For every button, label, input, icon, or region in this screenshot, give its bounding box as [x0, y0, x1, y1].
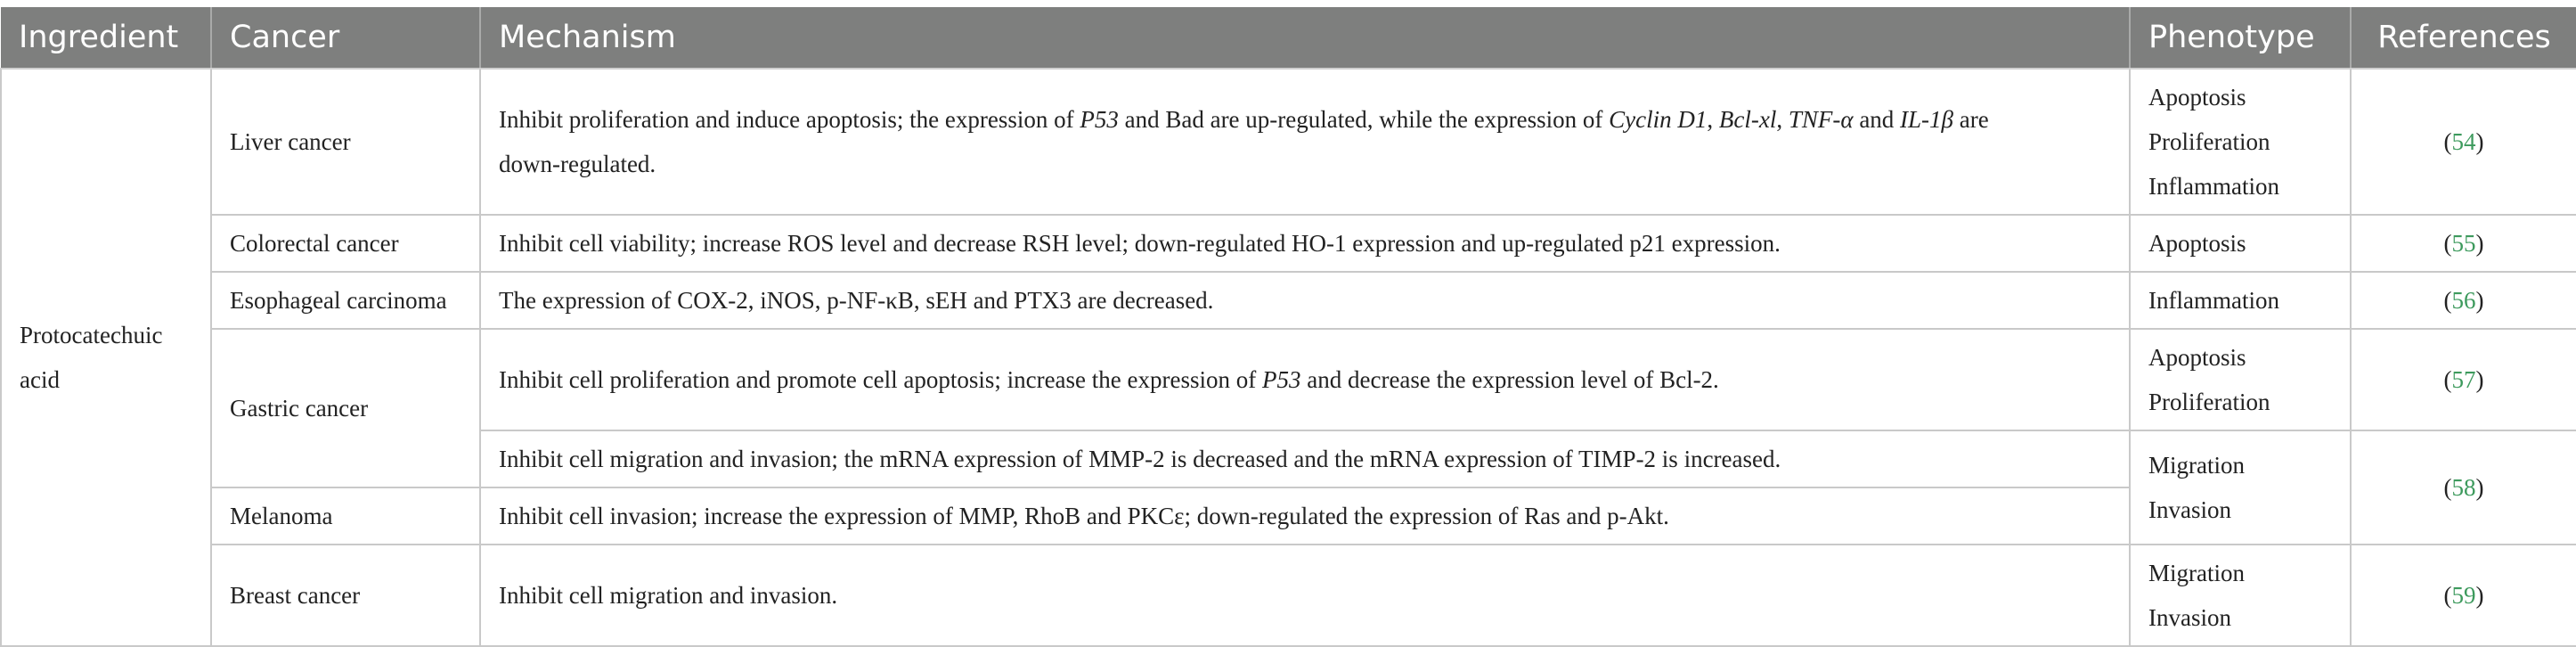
table-row: Colorectal cancer Inhibit cell viability… [1, 214, 2576, 273]
cancer-cell: Gastric cancer [210, 328, 481, 488]
phenotype-item: Proliferation [2148, 128, 2270, 155]
mechanism-cell: Inhibit cell viability; increase ROS lev… [479, 214, 2131, 273]
table-row: Breast cancer Inhibit cell migration and… [1, 544, 2576, 647]
phenotype-cell: Inflammation [2129, 271, 2352, 330]
mechanism-cell: Inhibit proliferation and induce apoptos… [479, 68, 2131, 216]
table-row: Esophageal carcinoma The expression of C… [1, 271, 2576, 330]
cancer-cell: Melanoma [210, 487, 481, 545]
reference-cell: (56) [2350, 271, 2576, 330]
mechanism-cell: Inhibit cell invasion; increase the expr… [479, 487, 2131, 545]
data-table: Ingredient Cancer Mechanism Phenotype Re… [0, 7, 2576, 647]
phenotype-item: Migration [2148, 452, 2245, 479]
phenotype-cell: Apoptosis [2129, 214, 2352, 273]
header-ingredient: Ingredient [1, 7, 212, 70]
table-row: Inhibit cell migration and invasion; the… [1, 430, 2576, 545]
header-row: Ingredient Cancer Mechanism Phenotype Re… [1, 7, 2576, 70]
reference-cell: (54) [2350, 68, 2576, 216]
phenotype-cell: Migration Invasion [2129, 430, 2352, 545]
table-row: Gastric cancer Inhibit cell proliferatio… [1, 328, 2576, 488]
table-row: Protocatechuic acid Liver cancer Inhibit… [0, 68, 2576, 647]
reference-cell: (57) [2350, 328, 2576, 431]
phenotype-cell: Migration Invasion [2129, 544, 2352, 647]
phenotype-item: Apoptosis [2148, 84, 2246, 111]
phenotype-item: Invasion [2148, 604, 2231, 631]
phenotype-item: Inflammation [2148, 287, 2279, 314]
phenotype-item: Migration [2148, 560, 2245, 586]
cancer-cell: Colorectal cancer [210, 214, 481, 273]
reference-cell: (59) [2350, 544, 2576, 647]
table-row: Melanoma Inhibit cell invasion; increase… [1, 487, 2576, 545]
ingredient-line: Protocatechuic [20, 322, 163, 348]
phenotype-item: Invasion [2148, 496, 2231, 523]
cancer-cell: Breast cancer [210, 544, 481, 647]
header-phenotype: Phenotype [2130, 7, 2352, 70]
cancer-cell: Esophageal carcinoma [210, 271, 481, 330]
ingredient-line: acid [20, 366, 60, 393]
mechanism-line: down-regulated. [499, 151, 656, 177]
ingredient-cell: Protocatechuic acid [0, 68, 212, 647]
reference-link[interactable]: 56 [2451, 287, 2476, 314]
mechanism-cell: Inhibit cell proliferation and promote c… [479, 328, 2131, 431]
phenotype-item: Apoptosis [2148, 344, 2246, 371]
reference-cell: (58) [2350, 430, 2576, 545]
reference-link[interactable]: 59 [2451, 582, 2476, 609]
reference-cell: (55) [2350, 214, 2576, 273]
reference-link[interactable]: 57 [2451, 366, 2476, 393]
header-mechanism: Mechanism [480, 7, 2131, 70]
cancer-cell: Liver cancer [210, 68, 481, 216]
phenotype-item: Proliferation [2148, 389, 2270, 415]
phenotype-item: Apoptosis [2148, 230, 2246, 257]
mechanism-cell: Inhibit cell migration and invasion; the… [479, 430, 2131, 488]
mechanism-cell: The expression of COX-2, iNOS, p-NF-κB, … [479, 271, 2131, 330]
mechanism-line: Inhibit proliferation and induce apoptos… [499, 106, 1989, 133]
reference-link[interactable]: 58 [2451, 474, 2476, 501]
header-references: References [2351, 7, 2576, 70]
reference-link[interactable]: 54 [2451, 128, 2476, 155]
reference-link[interactable]: 55 [2451, 230, 2476, 257]
phenotype-cell: Apoptosis Proliferation Inflammation [2129, 68, 2352, 216]
mechanism-cell: Inhibit cell migration and invasion. [479, 544, 2131, 647]
phenotype-item: Inflammation [2148, 173, 2279, 200]
phenotype-cell: Apoptosis Proliferation [2129, 328, 2352, 431]
header-cancer: Cancer [211, 7, 481, 70]
